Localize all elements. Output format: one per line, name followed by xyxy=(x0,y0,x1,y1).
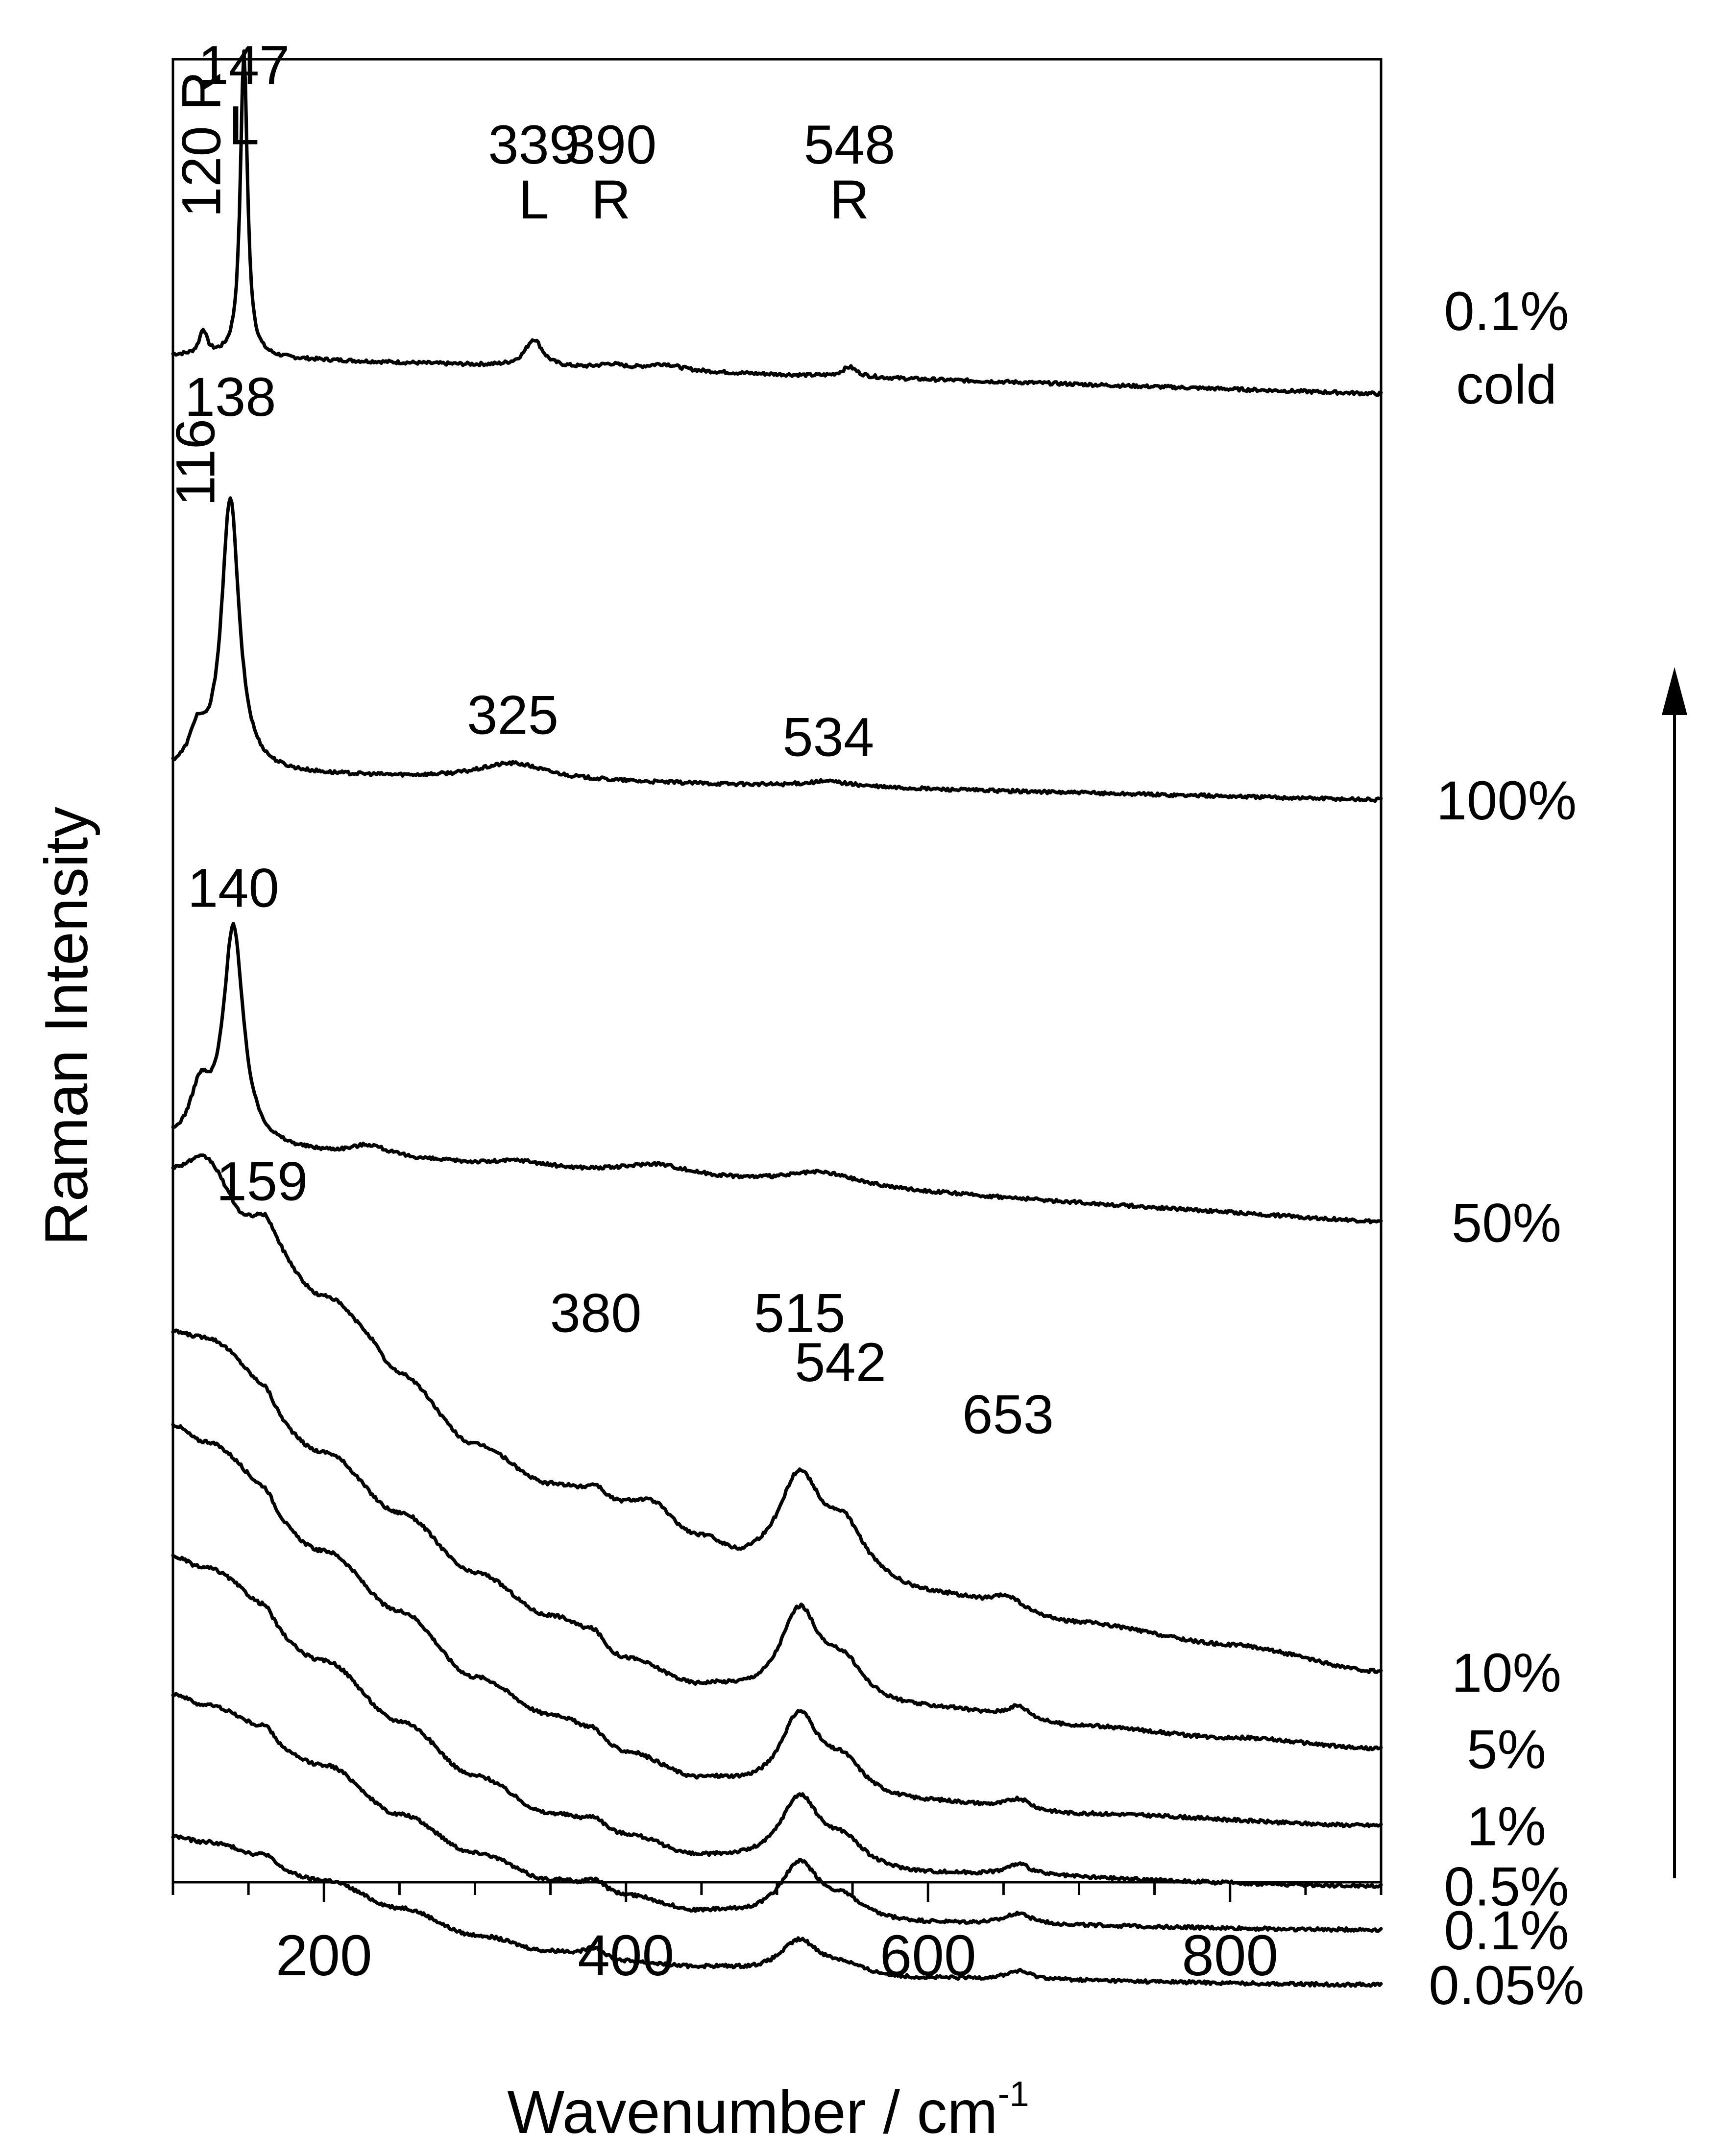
spectrum-line xyxy=(171,1423,1383,1828)
arrow-head-icon xyxy=(1662,667,1687,715)
peak-label: 140 xyxy=(188,857,279,918)
peak-label: R xyxy=(830,169,870,230)
peak-label: 515 xyxy=(754,1282,846,1343)
series-label: 5% xyxy=(1467,1719,1546,1780)
peak-label: 380 xyxy=(550,1282,642,1343)
peak-label: 325 xyxy=(467,685,558,746)
series-label: 1% xyxy=(1467,1796,1546,1857)
peak-label: 120 R xyxy=(171,71,232,217)
spectrum-line xyxy=(171,1554,1383,1889)
spectrum-line xyxy=(171,49,1383,397)
series-label: 50% xyxy=(1452,1192,1561,1253)
peak-label: 138 xyxy=(185,366,276,428)
peak-label: 548 xyxy=(804,114,896,175)
peak-label: 339 xyxy=(488,114,580,175)
series-label: 0.05% xyxy=(1429,1955,1584,2016)
peak-label: R xyxy=(591,169,631,230)
peak-label: 116 xyxy=(165,419,226,506)
spectrum-line xyxy=(171,1153,1383,1675)
peak-label: 159 xyxy=(216,1151,308,1212)
series-label: cold xyxy=(1456,354,1556,415)
peak-label: L xyxy=(519,169,549,230)
peak-label: 653 xyxy=(962,1384,1054,1445)
spectrum-line xyxy=(171,496,1383,803)
series-label: 10% xyxy=(1452,1642,1561,1703)
series-label: 0.5% xyxy=(1444,1856,1569,1917)
y-axis-title: Raman Intensity xyxy=(33,807,100,1246)
x-tick-label: 800 xyxy=(1182,1923,1278,1988)
spectrum-line xyxy=(171,1834,1383,1988)
spectrum-line xyxy=(171,1328,1383,1751)
series-label: 0.1% xyxy=(1444,1900,1569,1961)
series-label: 100% xyxy=(1436,770,1577,831)
x-tick-label: 200 xyxy=(276,1923,372,1988)
x-axis-title-superscript: -1 xyxy=(998,2075,1029,2114)
peak-label: 534 xyxy=(782,706,874,767)
peak-label: 390 xyxy=(565,114,656,175)
spectrum-line xyxy=(171,922,1383,1224)
peak-label: L xyxy=(229,95,259,156)
peak-label: 147 xyxy=(198,34,290,96)
x-tick-label: 400 xyxy=(578,1923,674,1988)
plot-frame xyxy=(171,58,1383,1884)
series-label: 0.1% xyxy=(1444,281,1569,342)
peak-label: 542 xyxy=(795,1332,886,1393)
x-axis-title: Wavenumber / cm-1 xyxy=(507,2075,1029,2146)
spectrum-line xyxy=(171,1692,1383,1933)
